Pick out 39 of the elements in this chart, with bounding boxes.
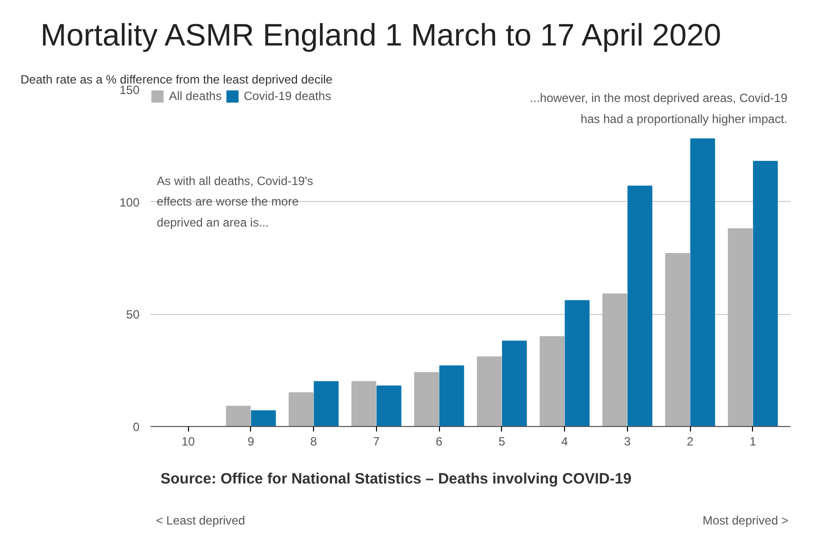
bar <box>314 381 339 426</box>
x-tick-label: 3 <box>624 434 632 448</box>
x-tick-label: 9 <box>248 434 255 448</box>
bar <box>414 372 439 426</box>
x-tick-label: 5 <box>498 434 506 448</box>
x-tick-label: 1 <box>750 434 757 448</box>
x-tick-label: 10 <box>181 434 196 448</box>
bar <box>502 340 527 426</box>
annotation: As with all deaths, Covid-19's effects are worse the more deprived an area is... <box>156 174 314 230</box>
chart-title: Mortality ASMR England 1 March to 17 April 2020 <box>40 18 722 52</box>
x-tick-label: 4 <box>561 434 568 448</box>
annotation: ...however, in the most deprived areas, Covid-19 has had a proportionally higher impact. <box>530 91 788 126</box>
bar <box>351 381 376 426</box>
bar <box>376 386 402 426</box>
x-tick-label: 8 <box>310 434 318 448</box>
bar <box>251 410 276 426</box>
bar <box>540 336 564 426</box>
x-tick-label: 7 <box>373 434 380 448</box>
bar <box>476 356 502 426</box>
bar <box>602 293 628 426</box>
legend-label: Covid-19 deaths <box>244 89 332 103</box>
bar <box>752 160 778 426</box>
bar <box>627 186 652 426</box>
text: Most deprived > <box>702 514 788 528</box>
x-tick-label: 2 <box>686 434 694 448</box>
bar <box>690 138 716 426</box>
bar <box>564 300 590 426</box>
legend-label: All deaths <box>169 89 222 103</box>
bar <box>439 365 464 426</box>
y-tick-label: 0 <box>132 420 140 434</box>
bar <box>728 228 753 426</box>
bar <box>288 392 314 426</box>
y-tick-label: 50 <box>126 308 140 322</box>
x-tick-label: 6 <box>436 434 443 448</box>
y-tick-label: 100 <box>119 195 140 210</box>
source-note: Source: Office for National Statistics – Deaths involving COVID-19 <box>160 470 632 488</box>
text: < Least deprived <box>156 514 246 528</box>
bar <box>665 253 690 426</box>
bar <box>226 406 251 426</box>
